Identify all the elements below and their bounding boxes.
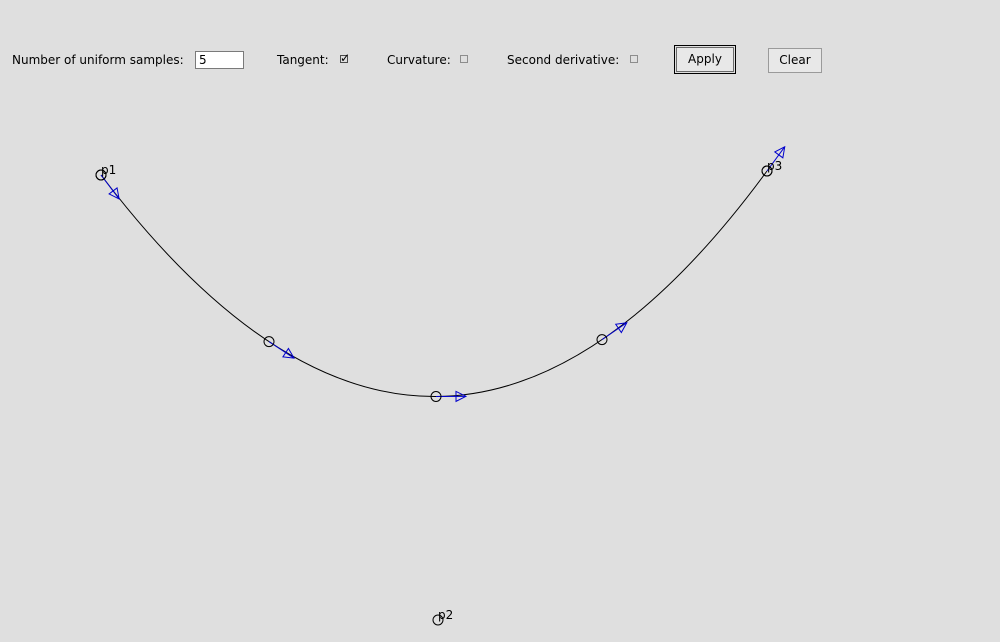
control-point[interactable]: p1 [95,163,116,181]
sample-point [596,334,608,346]
sample-point [263,336,275,348]
control-point[interactable]: p3 [761,159,782,177]
sample-point [430,391,442,402]
second-derivative-label: Second derivative: [507,53,620,67]
tangent-label: Tangent: [277,53,329,67]
tangent-arrowhead-icon [282,347,295,359]
tangent-checkbox[interactable]: ✓ [340,51,351,65]
clear-button[interactable]: Clear [768,48,822,73]
control-point-marker[interactable] [761,165,773,177]
bezier-curve [100,170,768,397]
checkmark-icon: ✓ [340,51,351,65]
tangent-vectors [100,145,786,403]
tangent-arrowhead-icon [108,187,120,200]
second-derivative-checkbox[interactable] [630,55,638,63]
control-point-label: p2 [438,608,453,622]
control-point[interactable]: p2 [432,608,453,626]
control-point-label: p1 [101,163,116,177]
samples-label: Number of uniform samples: [12,53,184,67]
tangent-arrowhead-icon [455,390,468,403]
tangent-arrowhead-icon [773,145,786,159]
samples-input[interactable] [195,51,244,69]
apply-button[interactable]: Apply [674,45,736,74]
control-points: p1 p2 p3 [95,159,782,626]
curvature-checkbox[interactable] [460,55,468,63]
control-point-marker[interactable] [95,169,107,181]
control-point-label: p3 [767,159,782,173]
control-point-marker[interactable] [432,614,444,626]
tangent-arrowhead-icon [614,322,628,334]
curvature-label: Curvature: [387,53,451,67]
